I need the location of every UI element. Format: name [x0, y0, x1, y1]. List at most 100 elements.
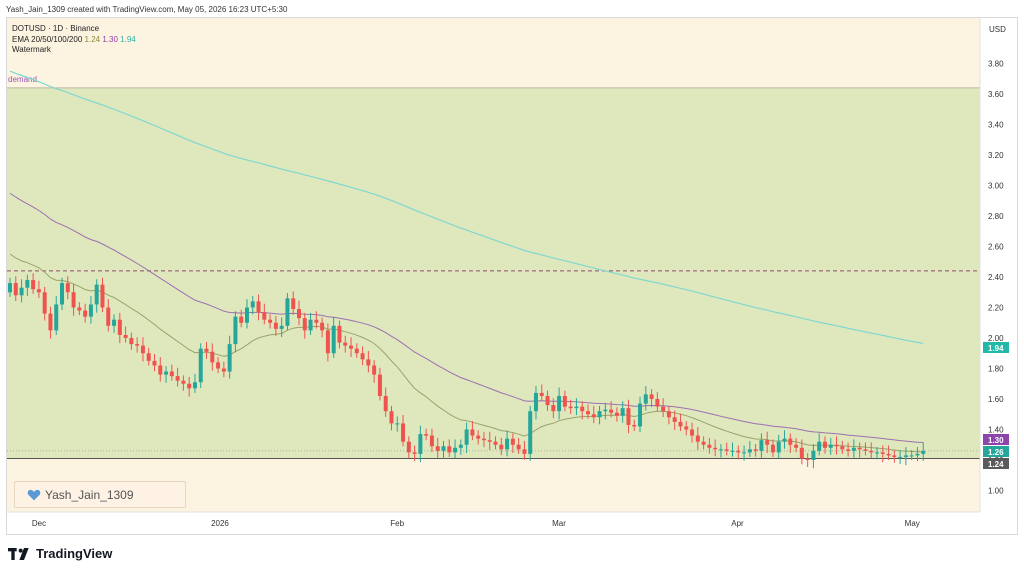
candle-body[interactable] [822, 441, 827, 448]
ema-200-line[interactable] [9, 70, 924, 345]
candle-body[interactable] [418, 434, 423, 454]
candle-body[interactable] [603, 409, 608, 412]
candle-body[interactable] [48, 313, 53, 331]
candle-body[interactable] [308, 319, 313, 331]
candle-body[interactable] [377, 374, 382, 396]
ema-50-line[interactable] [9, 192, 924, 443]
candle-body[interactable] [447, 446, 452, 453]
candle-body[interactable] [736, 450, 741, 453]
candle-body[interactable] [609, 409, 614, 413]
candle-body[interactable] [586, 411, 590, 415]
candle-body[interactable] [545, 395, 550, 406]
candle-body[interactable] [320, 322, 325, 331]
price-axis[interactable] [980, 18, 1017, 512]
candle-body[interactable] [794, 444, 799, 448]
candle-body[interactable] [551, 405, 556, 412]
candle-body[interactable] [401, 423, 406, 442]
candle-body[interactable] [354, 348, 359, 354]
candle-body[interactable] [840, 446, 845, 450]
candle-body[interactable] [395, 423, 400, 425]
candle-body[interactable] [632, 424, 637, 427]
candle-body[interactable] [505, 438, 510, 450]
candle-body[interactable] [268, 319, 273, 323]
candle-body[interactable] [863, 449, 868, 451]
candle-body[interactable] [788, 438, 793, 445]
candle-body[interactable] [776, 441, 781, 453]
candle-body[interactable] [279, 325, 284, 329]
candle-body[interactable] [753, 449, 758, 451]
candle-body[interactable] [869, 450, 874, 453]
candle-body[interactable] [256, 301, 261, 313]
candle-body[interactable] [83, 310, 88, 317]
candle-body[interactable] [620, 408, 625, 416]
candle-body[interactable] [528, 411, 533, 454]
candle-body[interactable] [331, 325, 336, 354]
candle-body[interactable] [626, 408, 631, 425]
candle-body[interactable] [169, 371, 174, 377]
candle-body[interactable] [8, 283, 12, 293]
candle-body[interactable] [360, 353, 365, 360]
candle-body[interactable] [435, 446, 440, 451]
candle-body[interactable] [250, 301, 255, 308]
candle-body[interactable] [31, 280, 36, 290]
candle-body[interactable] [71, 292, 76, 308]
ema-20-line[interactable] [9, 253, 924, 453]
candle-body[interactable] [210, 351, 215, 363]
candle-body[interactable] [730, 450, 735, 452]
candle-body[interactable] [643, 394, 648, 404]
candle-body[interactable] [811, 450, 816, 460]
candle-body[interactable] [441, 446, 446, 451]
candle-body[interactable] [805, 458, 810, 460]
candle-body[interactable] [707, 444, 712, 448]
candle-body[interactable] [516, 444, 521, 450]
candle-body[interactable] [146, 353, 151, 361]
candle-body[interactable] [239, 316, 244, 323]
tradingview-logo[interactable]: TradingView [8, 546, 112, 561]
candle-body[interactable] [262, 312, 267, 320]
watermark-legend-label[interactable]: Watermark [12, 45, 51, 54]
candle-body[interactable] [302, 318, 307, 331]
candle-body[interactable] [828, 444, 833, 448]
candle-body[interactable] [898, 456, 903, 458]
candle-body[interactable] [383, 395, 388, 412]
candle-body[interactable] [690, 429, 695, 436]
candle-body[interactable] [42, 292, 47, 314]
candle-body[interactable] [701, 441, 706, 445]
candle-body[interactable] [297, 309, 301, 319]
candle-body[interactable] [487, 440, 492, 442]
candle-body[interactable] [661, 406, 666, 412]
candle-body[interactable] [510, 438, 515, 445]
candle-body[interactable] [493, 441, 498, 445]
candle-body[interactable] [100, 284, 105, 308]
candle-body[interactable] [649, 394, 654, 399]
candle-body[interactable] [13, 283, 18, 296]
candle-body[interactable] [65, 283, 70, 293]
candle-body[interactable] [799, 447, 804, 459]
candle-body[interactable] [782, 438, 787, 442]
candle-body[interactable] [909, 455, 914, 457]
candle-body[interactable] [135, 344, 140, 346]
candle-body[interactable] [285, 298, 290, 326]
candle-body[interactable] [372, 365, 377, 375]
candle-body[interactable] [695, 435, 700, 442]
candle-body[interactable] [158, 365, 163, 375]
candle-body[interactable] [164, 371, 169, 375]
candle-body[interactable] [187, 383, 192, 389]
candle-body[interactable] [453, 447, 458, 453]
candle-body[interactable] [678, 421, 683, 427]
candle-body[interactable] [747, 449, 752, 453]
candle-body[interactable] [470, 429, 475, 436]
candle-body[interactable] [181, 380, 186, 384]
candle-body[interactable] [412, 452, 417, 454]
candle-body[interactable] [597, 411, 602, 418]
candle-body[interactable] [713, 447, 718, 450]
candle-body[interactable] [464, 429, 469, 445]
candle-body[interactable] [522, 449, 527, 454]
candle-body[interactable] [273, 322, 278, 329]
candle-body[interactable] [117, 319, 122, 335]
candle-body[interactable] [718, 449, 723, 451]
candle-body[interactable] [19, 287, 24, 296]
candle-body[interactable] [655, 399, 660, 407]
candle-body[interactable] [106, 307, 111, 326]
